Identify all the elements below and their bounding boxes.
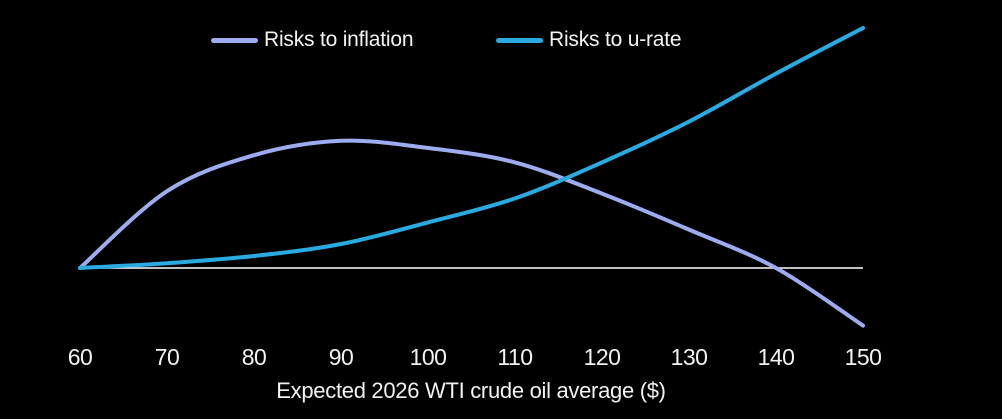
x-tick-label: 120 xyxy=(583,344,621,370)
x-axis-ticks: 60 70 80 90 100 110 120 130 140 150 xyxy=(0,344,1002,374)
series-line-risks-to-u-rate xyxy=(78,26,865,270)
x-tick-label: 60 xyxy=(67,344,93,370)
chart-legend: Risks to inflation Risks to u-rate xyxy=(0,0,1002,58)
u-rate-line-swatch xyxy=(496,37,543,43)
x-tick-label: 110 xyxy=(497,344,533,370)
inflation-line-swatch xyxy=(211,37,258,43)
legend-item-risks-to-inflation: Risks to inflation xyxy=(211,27,413,53)
x-axis-title: Expected 2026 WTI crude oil average ($) xyxy=(276,378,666,403)
legend-label-inflation: Risks to inflation xyxy=(264,28,414,51)
x-tick-label: 150 xyxy=(844,344,882,370)
x-tick-label: 140 xyxy=(757,344,795,370)
x-tick-label: 100 xyxy=(409,344,447,370)
legend-label-u-rate: Risks to u-rate xyxy=(549,28,682,51)
x-tick-label: 90 xyxy=(328,344,354,370)
x-tick-label: 130 xyxy=(670,344,708,370)
x-tick-label: 70 xyxy=(154,344,180,370)
legend-item-risks-to-u-rate: Risks to u-rate xyxy=(496,27,682,53)
series-line-risks-to-inflation xyxy=(78,138,865,328)
x-tick-label: 80 xyxy=(241,344,267,370)
